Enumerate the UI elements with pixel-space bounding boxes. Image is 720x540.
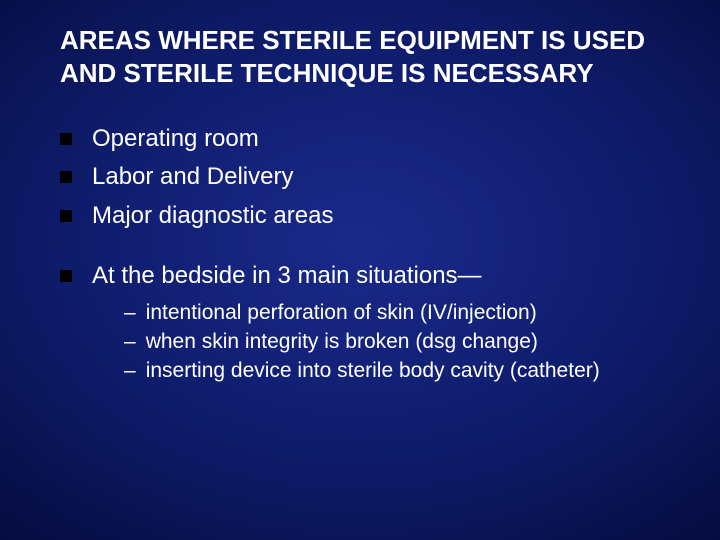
slide-title: AREAS WHERE STERILE EQUIPMENT IS USED AN…: [60, 24, 678, 89]
square-bullet-icon: [60, 133, 72, 145]
bullet-lead-text: At the bedside in 3 main situations—: [92, 262, 482, 289]
dash-icon: –: [124, 357, 136, 384]
sub-bullet-text: inserting device into sterile body cavit…: [146, 357, 600, 384]
list-item: Labor and Delivery: [60, 161, 678, 193]
sub-list-item: – intentional perforation of skin (IV/in…: [124, 299, 600, 326]
bullet-text-with-subs: At the bedside in 3 main situations— – i…: [92, 260, 600, 386]
bullet-text: Major diagnostic areas: [92, 200, 333, 232]
list-item: Major diagnostic areas: [60, 200, 678, 232]
dash-icon: –: [124, 299, 136, 326]
bullet-text: Operating room: [92, 123, 259, 155]
square-bullet-icon: [60, 210, 72, 222]
bullet-text: Labor and Delivery: [92, 161, 293, 193]
dash-icon: –: [124, 328, 136, 355]
bullet-list: Operating room Labor and Delivery Major …: [60, 123, 678, 386]
sub-bullet-list: – intentional perforation of skin (IV/in…: [124, 299, 600, 385]
square-bullet-icon: [60, 270, 72, 282]
group-spacer: [60, 238, 678, 260]
sub-bullet-text: when skin integrity is broken (dsg chang…: [146, 328, 538, 355]
sub-bullet-text: intentional perforation of skin (IV/inje…: [146, 299, 537, 326]
sub-list-item: – when skin integrity is broken (dsg cha…: [124, 328, 600, 355]
sub-list-item: – inserting device into sterile body cav…: [124, 357, 600, 384]
list-item: At the bedside in 3 main situations— – i…: [60, 260, 678, 386]
square-bullet-icon: [60, 171, 72, 183]
list-item: Operating room: [60, 123, 678, 155]
